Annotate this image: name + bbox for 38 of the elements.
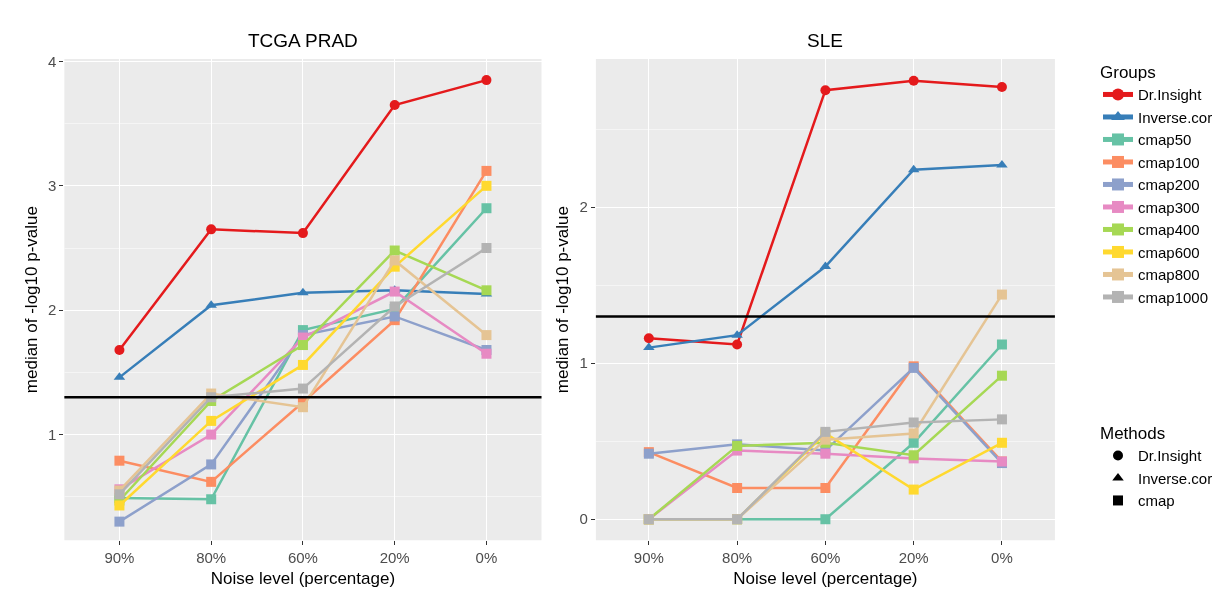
text: Dr.Insight [1138, 447, 1203, 465]
legend-label: cmap600 [1138, 243, 1200, 261]
legend-label: cmap200 [1138, 176, 1200, 194]
y-axis-title: median of -log10 p-value [553, 206, 573, 394]
x-tick-label: 20% [898, 549, 929, 567]
y-tick-label: 3 [48, 177, 57, 195]
legend-label: cmap50 [1138, 131, 1192, 149]
x-tick-label: 60% [810, 549, 841, 567]
legend-label: cmap1000 [1138, 288, 1209, 306]
legend-label: cmap300 [1138, 198, 1200, 216]
legend-label: cmap100 [1138, 153, 1200, 171]
legend-label: cmap400 [1138, 221, 1200, 239]
y-tick-label: 4 [48, 52, 57, 70]
text: Methods [1100, 424, 1166, 444]
y-tick-label: 1 [579, 354, 588, 372]
y-tick-label: 2 [48, 301, 57, 319]
y-tick-label: 1 [48, 425, 57, 443]
x-tick-label: 0% [475, 549, 498, 567]
x-axis-title: Noise level (percentage) [733, 568, 918, 588]
chart-title: TCGA PRAD [248, 30, 358, 51]
x-axis-title: Noise level (percentage) [210, 568, 396, 588]
legend-label: Dr.Insight [1138, 86, 1203, 104]
x-tick-label: 90% [104, 549, 135, 567]
y-tick-label: 2 [579, 198, 588, 216]
legend-label: cmap [1138, 492, 1175, 510]
legend-label: Inverse.cor [1138, 108, 1213, 126]
y-axis-title: median of -log10 p-value [21, 206, 41, 394]
x-tick-label: 60% [287, 549, 318, 567]
legend-label: cmap800 [1138, 266, 1200, 284]
x-tick-label: 20% [379, 549, 410, 567]
text: Inverse.cor [1138, 469, 1213, 487]
chart-title: SLE [807, 30, 843, 51]
x-tick-label: 80% [196, 549, 227, 567]
text: Groups [1100, 63, 1156, 83]
x-tick-label: 0% [991, 549, 1013, 567]
x-tick-label: 80% [722, 549, 753, 567]
x-tick-label: 90% [633, 549, 664, 567]
y-tick-label: 0 [579, 510, 588, 528]
